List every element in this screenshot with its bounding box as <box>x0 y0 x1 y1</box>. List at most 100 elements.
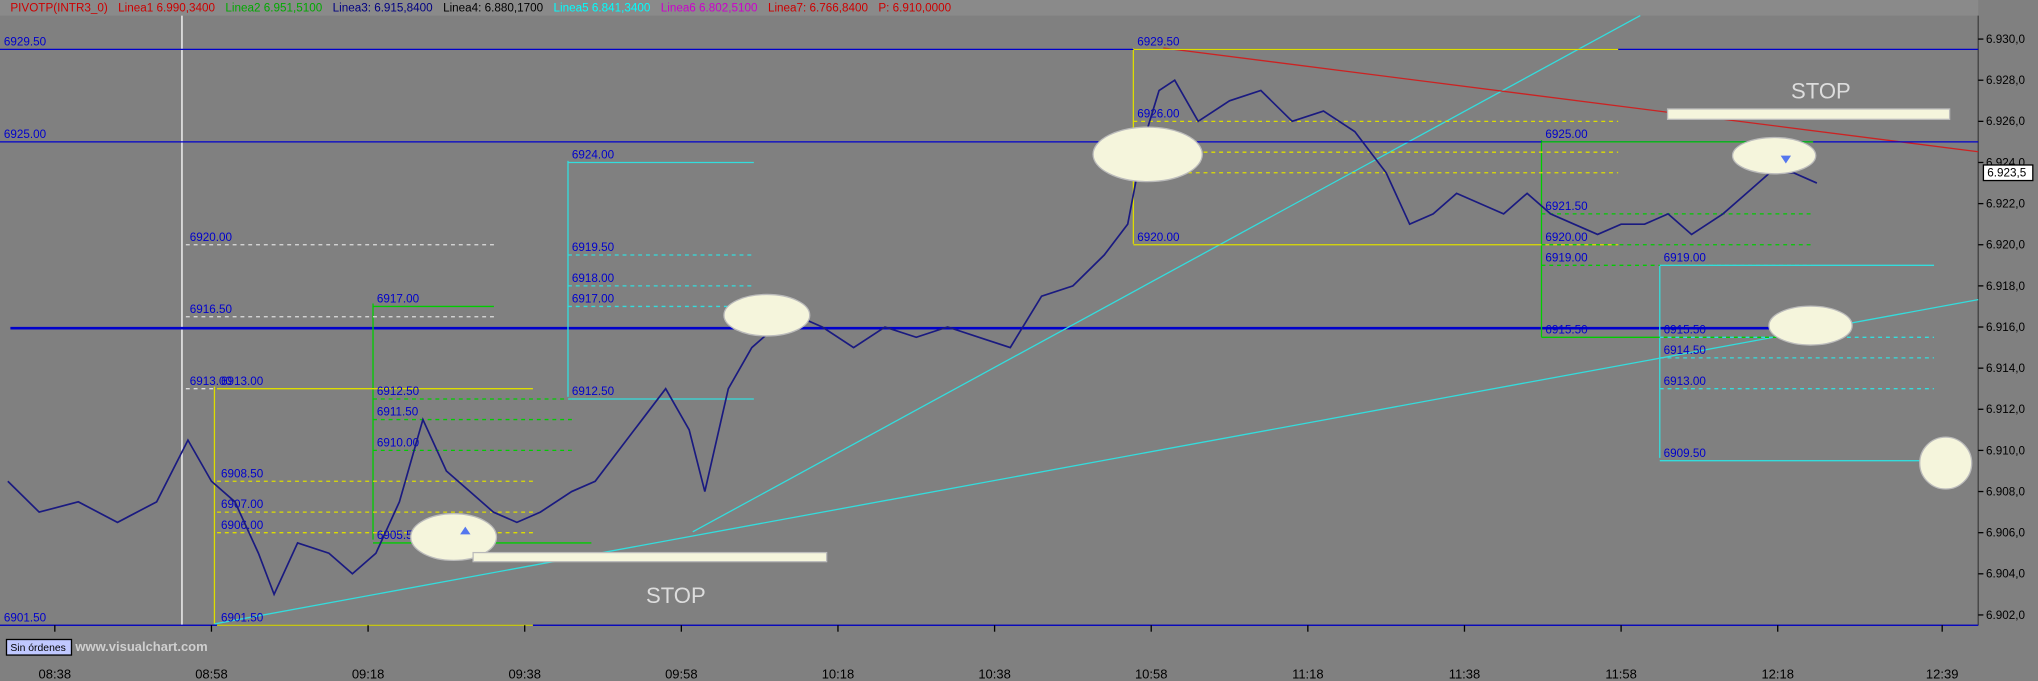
x-tick-label: 12:18 <box>1761 666 1794 681</box>
buy-arrow <box>460 526 471 545</box>
price-line <box>7 79 1818 597</box>
ellipse-marker <box>1768 305 1853 346</box>
level-label: 6920.00 <box>1545 231 1588 244</box>
header: PIVOTP(INTR3_0) Linea1 6.990,3400 Linea2 6… <box>10 2 951 15</box>
level-label: 6901.50 <box>221 611 264 624</box>
last-price-box <box>1982 164 2034 182</box>
y-tick-label: 6.902,0 <box>1986 609 2025 622</box>
y-tick-label: 6.910,0 <box>1986 444 2025 457</box>
last-price: 6.923,5 <box>1987 167 2026 180</box>
ellipse-marker <box>1919 436 1973 490</box>
legend-entry: Linea3: 6.915,8400 <box>333 2 434 15</box>
y-tick-label: 6.904,0 <box>1986 568 2025 581</box>
y-tick-label: 6.922,0 <box>1986 198 2025 211</box>
level-label: 6917.00 <box>377 293 420 306</box>
y-tick-label: 6.920,0 <box>1986 239 2025 252</box>
legend-entry: Linea4: 6.880,1700 <box>443 2 544 15</box>
x-tick-label: 10:58 <box>1135 666 1168 681</box>
level-label: 6919.00 <box>1664 251 1707 264</box>
level-label: 6913.00 <box>1664 375 1707 388</box>
trend-line <box>1163 47 1979 153</box>
level-label: 6905.50 <box>377 529 420 542</box>
legend-entry: Linea7: 6.766,8400 <box>768 2 869 15</box>
x-tick-label: 08:38 <box>39 666 72 681</box>
ellipse-marker <box>723 293 811 337</box>
level-label: 6908.50 <box>221 467 264 480</box>
level-label: 6926.00 <box>1137 107 1180 120</box>
level-label: 6920.00 <box>1137 231 1180 244</box>
trend-line <box>692 14 1641 533</box>
level-label: 6924.00 <box>572 149 615 162</box>
level-label: 6912.50 <box>572 385 615 398</box>
level-label: 6912.50 <box>377 385 420 398</box>
status-box <box>5 638 73 656</box>
y-tick-label: 6.908,0 <box>1986 485 2025 498</box>
boxes <box>213 14 1979 625</box>
ellipse-marker <box>1092 126 1203 183</box>
sell-arrow <box>1780 145 1792 164</box>
y-tick-label: 6.918,0 <box>1986 280 2025 293</box>
level-label: 6921.50 <box>1545 200 1588 213</box>
x-tick-label: 12:39 <box>1926 666 1959 681</box>
level-label: 6901.50 <box>4 611 47 624</box>
y-tick-label: 6.914,0 <box>1986 362 2025 375</box>
y-tick-label: 6.930,0 <box>1986 33 2025 46</box>
ellipse-marker <box>1731 136 1817 175</box>
axes: 6.930,06.928,06.926,06.924,06.922,06.920… <box>39 33 2034 681</box>
level-label: 6910.00 <box>377 437 420 450</box>
x-tick-label: 09:18 <box>352 666 385 681</box>
level-label: 6919.00 <box>1545 251 1588 264</box>
level-label: 6913.00 <box>221 375 264 388</box>
stop-bar <box>1666 108 1951 120</box>
legend-entry: P: 6.910,0000 <box>878 2 951 15</box>
stop-label: STOP <box>1791 79 1851 104</box>
level-label: 6925.00 <box>4 128 47 141</box>
legend-entry: Linea2 6.951,5100 <box>225 2 322 15</box>
watermark: www.visualchart.com <box>74 639 207 654</box>
stop-bar <box>472 551 828 563</box>
price <box>7 79 1818 597</box>
x-tick-label: 09:38 <box>508 666 541 681</box>
x-tick-label: 11:58 <box>1605 666 1637 681</box>
x-tick-label: 10:38 <box>978 666 1011 681</box>
status: Sin órdenes <box>10 643 65 654</box>
stop-label: STOP <box>646 583 706 608</box>
level-label: 6918.00 <box>572 272 615 285</box>
x-tick-label: 11:18 <box>1292 666 1324 681</box>
level-label: 6913.00 <box>190 375 233 388</box>
x-tick-label: 10:18 <box>822 666 855 681</box>
level-label: 6907.00 <box>221 498 264 511</box>
level-label: 6911.50 <box>377 406 419 419</box>
header-bar <box>0 0 1979 16</box>
level-label: 6919.50 <box>572 241 615 254</box>
level-label: 6906.00 <box>221 519 264 532</box>
level-label: 6916.50 <box>190 303 233 316</box>
legend-entry: Linea1 6.990,3400 <box>118 2 215 15</box>
legend-entry: PIVOTP(INTR3_0) <box>10 2 107 15</box>
x-tick-label: 08:58 <box>195 666 228 681</box>
markers <box>410 108 1973 563</box>
level-label: 6917.00 <box>572 293 615 306</box>
y-tick-label: 6.906,0 <box>1986 527 2025 540</box>
y-tick-label: 6.928,0 <box>1986 74 2025 87</box>
x-tick-label: 11:38 <box>1449 666 1481 681</box>
level-label: 6929.50 <box>4 35 47 48</box>
x-tick-label: 09:58 <box>665 666 698 681</box>
y-tick-label: 6.912,0 <box>1986 403 2025 416</box>
y-tick-label: 6.916,0 <box>1986 321 2025 334</box>
level-label: 6925.00 <box>1545 128 1588 141</box>
legend-entry: Linea5 6.841,3400 <box>554 2 651 15</box>
level-label: 6915.50 <box>1545 323 1588 336</box>
level-label: 6920.00 <box>190 231 233 244</box>
legend-entry: Linea6 6.802,5100 <box>661 2 758 15</box>
y-tick-label: 6.926,0 <box>1986 115 2025 128</box>
level-label: 6915.50 <box>1664 323 1707 336</box>
level-label: 6914.50 <box>1664 344 1707 357</box>
trend-line <box>214 299 1979 625</box>
ellipse-marker <box>410 513 498 562</box>
levels: 6929.50 6925.00 6916.50 6901.50 6920.00 6913.… <box>0 35 1979 626</box>
level-label: 6929.50 <box>1137 35 1180 48</box>
